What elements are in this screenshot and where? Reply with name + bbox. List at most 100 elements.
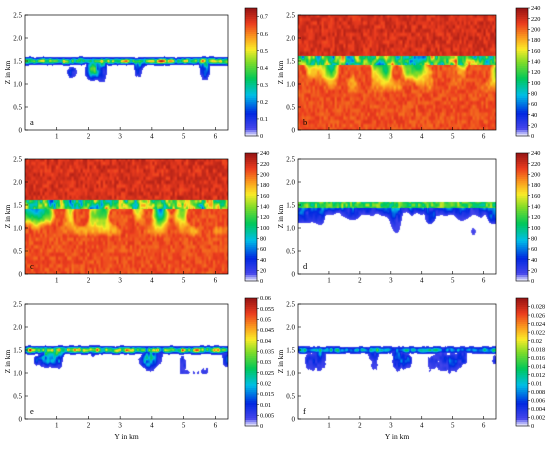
colorbar-step	[516, 423, 528, 427]
colorbar-e: 0 0.005 0.01 0.015 0.02 0.025 0.03 0.035 0.04 0.0…	[244, 295, 274, 430]
x-tick-label: 6	[214, 422, 218, 430]
y-tick-label: 2.5	[13, 300, 22, 308]
colorbar-step	[516, 278, 528, 282]
colorbar-step	[516, 133, 528, 137]
colorbar-step	[516, 219, 528, 222]
colorbar-step	[245, 379, 257, 382]
colorbar-step	[516, 400, 528, 403]
colorbar-step	[245, 323, 257, 327]
colorbar-tick-label: 220	[531, 16, 540, 23]
colorbar-step	[516, 417, 528, 420]
colorbar-step	[245, 172, 257, 175]
colorbar-step	[516, 249, 528, 252]
colorbar-step	[516, 10, 528, 13]
colorbar-step	[245, 18, 257, 22]
colorbar-step	[245, 52, 257, 56]
colorbar-step	[245, 65, 257, 69]
y-tick-label: 2.5	[286, 300, 295, 308]
colorbar-step	[245, 12, 257, 15]
colorbar-step	[516, 29, 528, 32]
colorbar-tick-label: 0	[260, 133, 263, 140]
colorbar-step	[245, 118, 257, 122]
colorbar-step	[516, 153, 528, 156]
colorbar-tick-label: 180	[531, 37, 540, 44]
colorbar-step	[245, 37, 257, 41]
colorbar-step	[516, 63, 528, 66]
colorbar-step	[245, 249, 257, 252]
colorbar-step	[245, 302, 257, 305]
colorbar-step	[245, 161, 257, 165]
colorbar-step	[516, 330, 528, 333]
x-tick-label: 6	[482, 133, 486, 141]
colorbar-step	[245, 72, 257, 75]
colorbar-step	[516, 178, 528, 182]
colorbar-tick-label: 0.018	[531, 346, 545, 353]
y-tick-label: 1.5	[13, 346, 22, 354]
colorbar-step	[245, 274, 257, 278]
colorbar-step	[516, 244, 528, 248]
colorbar-step	[516, 366, 528, 369]
colorbar-step	[245, 176, 257, 179]
colorbar-step	[245, 278, 257, 282]
colorbar-step	[245, 374, 257, 378]
colorbar-step	[245, 340, 257, 344]
colorbar-tick-label: 0.026	[531, 312, 545, 319]
colorbar-tick-label: 0	[260, 278, 263, 285]
colorbar-tick-label: 0.045	[260, 327, 274, 334]
colorbar-step	[516, 54, 528, 58]
colorbar-tick-label: 200	[531, 172, 540, 179]
colorbar-step	[516, 82, 528, 86]
colorbar-step	[245, 325, 257, 329]
colorbar-step	[516, 272, 528, 275]
colorbar-step	[516, 381, 528, 384]
colorbar-step	[516, 35, 528, 39]
y-tick-label: 1.5	[13, 201, 22, 209]
y-tick-label: 0	[292, 415, 296, 423]
colorbar-step	[245, 204, 257, 207]
colorbar-step	[245, 330, 257, 333]
colorbar-step	[245, 225, 257, 229]
x-tick-label: 5	[182, 277, 186, 285]
colorbar-step	[245, 84, 257, 88]
colorbar-tick-label: 0.014	[531, 363, 546, 370]
colorbar-step	[516, 300, 528, 303]
colorbar-step	[516, 238, 528, 241]
colorbar-step	[245, 366, 257, 369]
colorbar-step	[516, 8, 528, 11]
colorbar-step	[516, 163, 528, 167]
colorbar-step	[245, 387, 257, 391]
colorbar-step	[245, 114, 257, 118]
colorbar-step	[245, 127, 257, 130]
colorbar-step	[245, 315, 257, 318]
colorbar-tick-label: 0.005	[260, 413, 274, 420]
colorbar-step	[516, 16, 528, 20]
x-tick-label: 6	[482, 277, 486, 285]
colorbar-step	[245, 129, 257, 133]
colorbar-tick-label: 160	[531, 193, 540, 200]
colorbar-step	[245, 189, 257, 192]
colorbar-tick-label: 0.05	[260, 317, 271, 324]
colorbar-step	[245, 376, 257, 380]
colorbar-step	[245, 391, 257, 395]
colorbar-step	[516, 406, 528, 410]
colorbar-step	[516, 383, 528, 386]
x-tick-label: 3	[389, 277, 393, 285]
colorbar-step	[245, 246, 257, 250]
colorbar-step	[516, 97, 528, 101]
colorbar-frame	[244, 7, 258, 137]
colorbar-step	[516, 336, 528, 339]
colorbar-step	[245, 317, 257, 320]
x-tick-label: 4	[150, 277, 154, 285]
y-tick-label: 1.5	[286, 346, 295, 354]
colorbar-step	[516, 114, 528, 118]
colorbar-step	[245, 266, 257, 269]
y-tick-label: 2.0	[286, 34, 295, 42]
colorbar-step	[516, 385, 528, 388]
colorbar-step	[516, 172, 528, 175]
colorbar-step	[516, 370, 528, 374]
colorbar-step	[245, 74, 257, 77]
colorbar-step	[245, 33, 257, 37]
colorbar-step	[245, 423, 257, 427]
colorbar-step	[245, 242, 257, 246]
colorbar-step	[245, 67, 257, 71]
